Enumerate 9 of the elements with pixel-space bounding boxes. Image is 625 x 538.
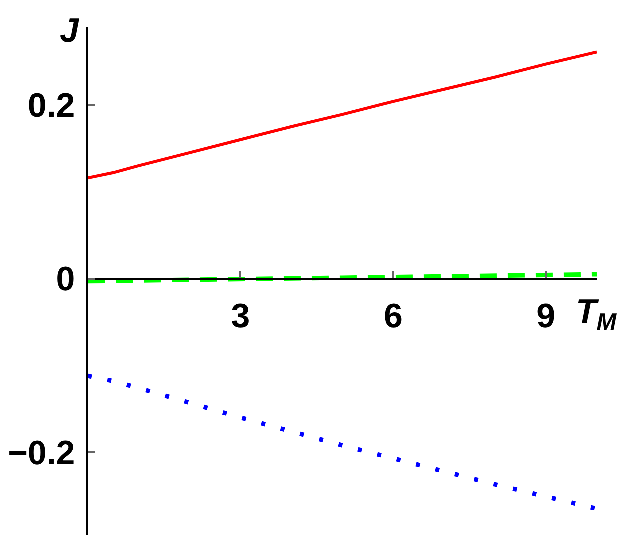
x-tick-label: 9 <box>536 297 556 336</box>
x-tick-label: 3 <box>231 297 250 336</box>
y-tick-label: 0.2 <box>28 87 76 126</box>
y-axis-title: J <box>60 12 80 50</box>
line-series <box>88 50 597 180</box>
y-tick-label: −0.2 <box>8 434 76 472</box>
x-axis-title: T$_{M}$ <box>576 293 618 336</box>
x-tick-label: 6 <box>384 297 403 336</box>
y-tick-label: 0 <box>56 260 76 299</box>
